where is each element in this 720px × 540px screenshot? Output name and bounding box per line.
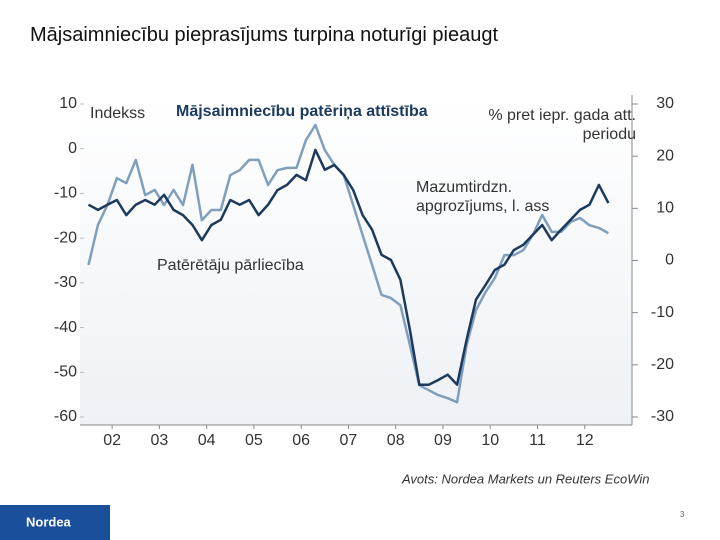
x-tick-label: 03: [150, 432, 168, 449]
y2-tick-label: -10: [651, 304, 674, 321]
y-tick-label: 10: [59, 95, 77, 112]
x-tick-label: 11: [529, 432, 546, 449]
page-number: 3: [680, 510, 685, 519]
y2-tick-label: 0: [665, 252, 674, 269]
y-axis-label: Indekss: [90, 105, 145, 122]
y2-tick-label: 30: [656, 95, 674, 112]
y-tick-label: -10: [54, 185, 77, 202]
x-tick-label: 10: [481, 432, 499, 449]
chart-title: Mājsaimniecību patēriņa attīstība: [176, 103, 428, 120]
x-tick-label: 05: [245, 432, 263, 449]
y-tick-label: -30: [54, 274, 77, 291]
y2-tick-label: -20: [651, 356, 674, 373]
x-tick-label: 08: [387, 432, 405, 449]
logo: Nordea: [26, 514, 72, 529]
x-tick-label: 06: [292, 432, 310, 449]
logo-band: [0, 505, 110, 540]
x-tick-label: 07: [340, 432, 358, 449]
y2-tick-label: 10: [656, 200, 674, 217]
source: Avots: Nordea Markets un Reuters EcoWin: [401, 471, 649, 486]
y2-axis-label: % pret iepr. gada att. periodu: [488, 107, 636, 143]
y-tick-label: -50: [54, 364, 77, 381]
series-line: [87, 148, 610, 386]
y-tick-label: 0: [68, 140, 77, 157]
plot-area: [80, 95, 632, 425]
y-tick-label: -60: [54, 408, 77, 425]
x-tick-label: 09: [434, 432, 452, 449]
y-tick-label: -20: [54, 229, 77, 246]
x-tick-label: 04: [198, 432, 216, 449]
series-label: Patērētāju pārliecība: [157, 257, 304, 274]
slide-title: Mājsaimniecību pieprasījums turpina notu…: [30, 24, 499, 46]
x-tick-label: 02: [103, 432, 121, 449]
series-line: [87, 123, 610, 404]
y-tick-label: -40: [54, 319, 77, 336]
series-label: Mazumtirdzn. apgrozījums, l. ass: [416, 179, 550, 215]
x-tick-label: 12: [576, 432, 594, 449]
y2-tick-label: -30: [651, 408, 674, 425]
y2-tick-label: 20: [656, 147, 674, 164]
